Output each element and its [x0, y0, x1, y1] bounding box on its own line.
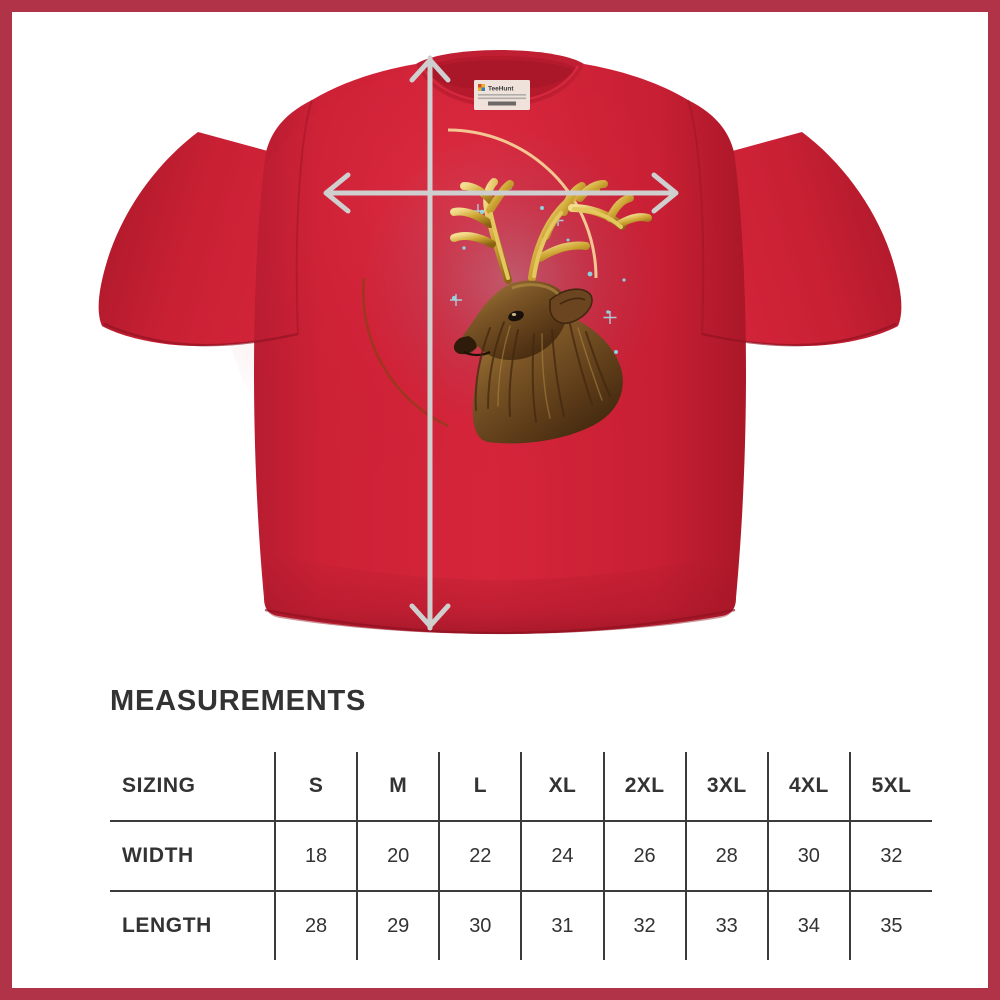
width-2xl: 26 — [603, 821, 687, 892]
table-header-row: SIZING S M L XL 2XL 3XL 4XL 5XL — [110, 752, 932, 822]
right-sleeve-hem — [701, 322, 897, 347]
table-row-length: LENGTH 28 29 30 31 32 33 34 35 — [110, 891, 932, 960]
left-shoulder-seam — [295, 99, 313, 335]
measurements-panel: MEASUREMENTS SIZING S M L XL 2XL 3XL 4XL… — [12, 660, 988, 988]
header-cell-3xl: 3XL — [685, 752, 769, 822]
row-label-width: WIDTH — [110, 821, 276, 892]
hem-shadow — [264, 552, 736, 634]
hem-edge — [264, 608, 736, 635]
length-2xl: 32 — [603, 891, 687, 960]
tshirt-illustration: TeeHunt — [12, 12, 988, 660]
size-chart-table: SIZING S M L XL 2XL 3XL 4XL 5XL WIDTH 18… — [110, 752, 932, 960]
width-3xl: 28 — [685, 821, 769, 892]
length-5xl: 35 — [880, 914, 903, 937]
stag-ear — [549, 288, 593, 325]
header-cell-5xl: 5XL — [849, 752, 932, 822]
collar-brand-tag: TeeHunt — [474, 80, 530, 110]
stag-mane-fur — [474, 321, 611, 423]
antler-tines — [489, 207, 623, 280]
tshirt-svg: TeeHunt — [98, 50, 902, 635]
row-label-length: LENGTH — [110, 891, 276, 960]
header-cell-l: L — [439, 752, 523, 822]
left-sleeve-hem — [103, 322, 299, 347]
collar-brand-text: TeeHunt — [488, 86, 514, 93]
stag-head — [450, 178, 652, 444]
stag-muzzle — [453, 336, 477, 355]
width-4xl: 30 — [767, 821, 851, 892]
header-cell-xl: XL — [521, 752, 605, 822]
header-cell-s: S — [275, 752, 359, 822]
length-s: 28 — [275, 891, 359, 960]
width-measure-arrow — [323, 172, 679, 214]
length-l: 30 — [439, 891, 523, 960]
width-m: 20 — [357, 821, 441, 892]
header-cell-sizing: SIZING — [110, 752, 276, 822]
stag-eye — [508, 310, 524, 322]
header-cell-m: M — [357, 752, 441, 822]
width-xl: 24 — [521, 821, 605, 892]
length-m: 29 — [357, 891, 441, 960]
neck-back-panel — [426, 60, 574, 90]
width-l: 22 — [439, 821, 523, 892]
length-3xl: 33 — [685, 891, 769, 960]
stag-mouth — [463, 350, 491, 357]
product-photo: TeeHunt — [12, 12, 988, 660]
header-cell-2xl: 2XL — [603, 752, 687, 822]
measurement-arrows — [323, 55, 679, 631]
right-shoulder-seam — [687, 99, 705, 335]
length-xl: 31 — [521, 891, 605, 960]
length-measure-arrow — [409, 55, 451, 631]
length-4xl: 34 — [767, 891, 851, 960]
width-5xl: 32 — [849, 821, 932, 892]
header-cell-4xl: 4XL — [767, 752, 851, 822]
width-s: 18 — [275, 821, 359, 892]
measurements-title: MEASUREMENTS — [110, 685, 367, 717]
stag-fur-highlight — [497, 325, 603, 419]
table-row-width: WIDTH 18 20 22 24 26 28 30 32 — [110, 821, 932, 892]
